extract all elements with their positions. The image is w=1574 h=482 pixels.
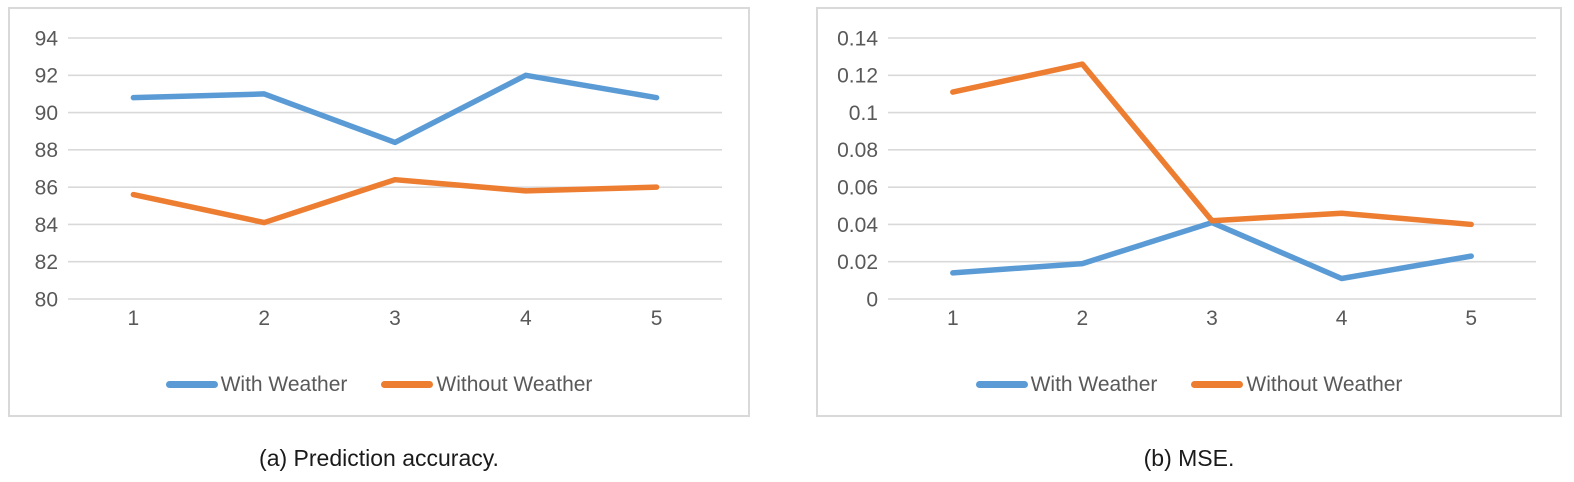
x-tick-label: 2 — [1077, 307, 1089, 330]
figure-caption-a: (a) Prediction accuracy. — [259, 445, 499, 471]
y-tick-label: 94 — [35, 27, 59, 50]
figure-caption-b: (b) MSE. — [1143, 445, 1235, 471]
legend-label: With Weather — [220, 372, 348, 396]
legend-label: Without Weather — [1246, 372, 1403, 396]
y-tick-label: 90 — [35, 102, 58, 125]
y-tick-label: 0.12 — [837, 65, 878, 88]
x-tick-label: 3 — [389, 307, 401, 330]
y-tick-label: 84 — [35, 214, 59, 237]
y-tick-label: 0.14 — [837, 27, 878, 50]
mse-chart-panel: 0 0.02 0.04 0.06 0.08 0.1 0.12 0.14 1 2 3 4 5 With W… — [816, 7, 1562, 417]
y-tick-label: 0.04 — [837, 214, 878, 237]
x-tick-label: 4 — [520, 307, 532, 330]
y-tick-label: 92 — [35, 65, 58, 88]
x-tick-label: 4 — [1336, 307, 1348, 330]
with-weather-line-swatch — [165, 381, 218, 388]
legend-item-without-weather: Without Weather — [381, 373, 592, 397]
legend-item-with-weather: With Weather — [165, 372, 348, 397]
accuracy-chart-panel: 80 82 84 86 88 90 92 94 1 2 3 4 5 With Weather Witho… — [8, 7, 750, 417]
y-tick-label: 0 — [866, 288, 878, 311]
x-tick-label: 5 — [1465, 307, 1477, 330]
accuracy-chart-legend: With Weather Without Weather — [10, 354, 748, 415]
without-weather-line-swatch — [1191, 381, 1244, 388]
x-tick-label: 1 — [128, 307, 140, 330]
series-line-with-weather — [130, 72, 660, 146]
y-tick-label: 0.06 — [837, 176, 878, 199]
accuracy-chart: 80 82 84 86 88 90 92 94 1 2 3 4 5 — [35, 27, 722, 330]
series-line-without-weather — [950, 61, 1474, 228]
y-tick-label: 88 — [35, 139, 58, 162]
y-tick-label: 0.08 — [837, 139, 878, 162]
x-tick-label: 2 — [258, 307, 270, 330]
mse-chart-legend: With Weather Without Weather — [818, 354, 1560, 415]
legend-label: With Weather — [1030, 372, 1158, 396]
series-line-without-weather — [130, 176, 660, 226]
legend-item-with-weather: With Weather — [975, 372, 1158, 397]
with-weather-line-swatch — [975, 381, 1028, 388]
mse-chart: 0 0.02 0.04 0.06 0.08 0.1 0.12 0.14 1 2 3 4 5 — [837, 27, 1536, 330]
y-tick-label: 86 — [35, 176, 58, 199]
legend-label: Without Weather — [436, 372, 593, 396]
without-weather-line-swatch — [381, 381, 434, 388]
x-tick-label: 1 — [947, 307, 959, 330]
x-tick-label: 3 — [1206, 307, 1218, 330]
y-tick-label: 0.02 — [837, 251, 878, 274]
y-tick-label: 0.1 — [849, 102, 878, 125]
series-line-with-weather — [950, 219, 1474, 282]
y-tick-label: 82 — [35, 251, 58, 274]
x-tick-label: 5 — [651, 307, 663, 330]
legend-item-without-weather: Without Weather — [1191, 373, 1402, 397]
y-tick-label: 80 — [35, 288, 58, 311]
